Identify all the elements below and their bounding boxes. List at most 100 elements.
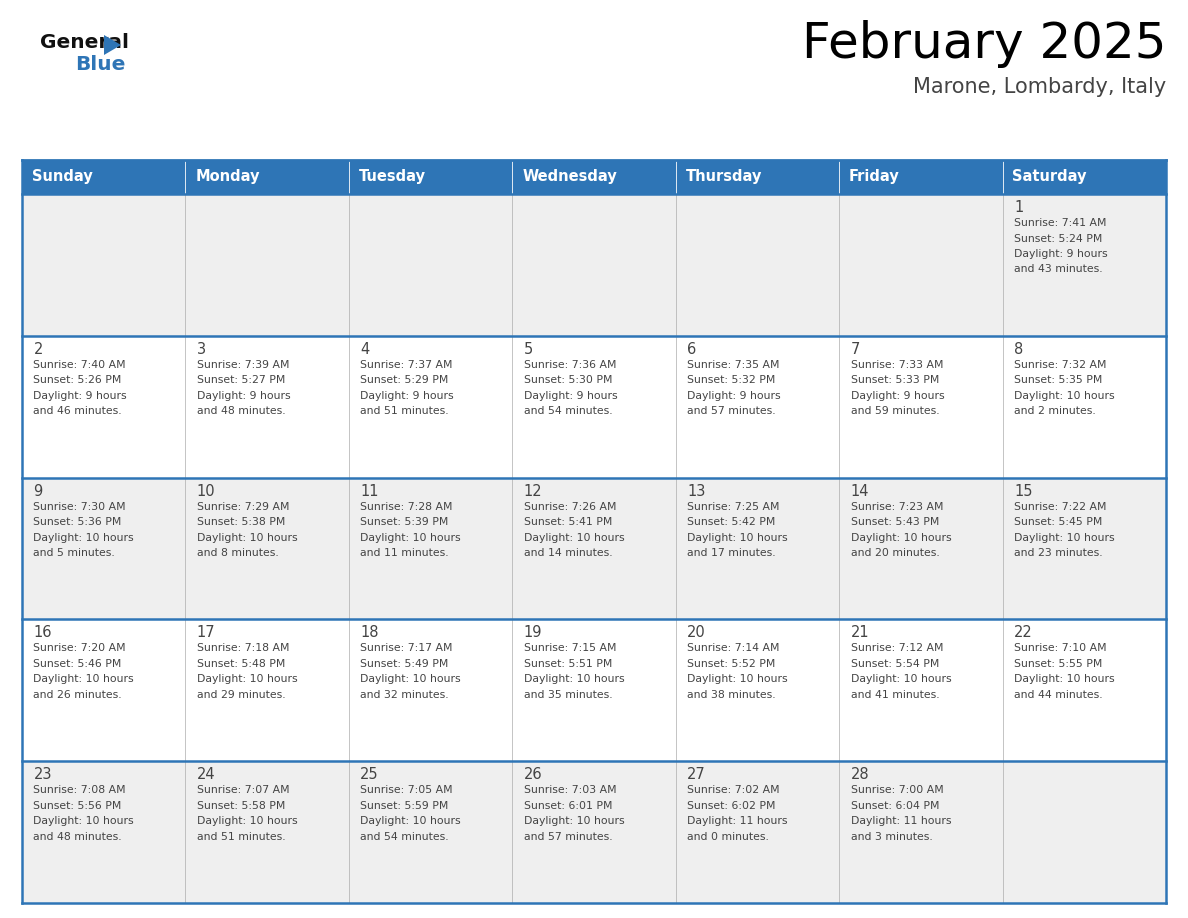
Bar: [1003, 160, 1165, 194]
Text: and 54 minutes.: and 54 minutes.: [360, 832, 449, 842]
Text: Daylight: 10 hours: Daylight: 10 hours: [33, 532, 134, 543]
Text: 14: 14: [851, 484, 870, 498]
Bar: [839, 620, 1003, 761]
Text: Marone, Lombardy, Italy: Marone, Lombardy, Italy: [912, 77, 1165, 97]
Bar: [839, 336, 1003, 477]
Text: Daylight: 10 hours: Daylight: 10 hours: [1015, 675, 1114, 685]
Text: 24: 24: [197, 767, 215, 782]
Text: Daylight: 10 hours: Daylight: 10 hours: [33, 675, 134, 685]
Text: and 48 minutes.: and 48 minutes.: [197, 407, 285, 416]
Text: and 41 minutes.: and 41 minutes.: [851, 690, 940, 700]
Text: Daylight: 10 hours: Daylight: 10 hours: [524, 675, 625, 685]
Text: 10: 10: [197, 484, 215, 498]
Text: Sunrise: 7:26 AM: Sunrise: 7:26 AM: [524, 501, 617, 511]
Text: Sunset: 5:39 PM: Sunset: 5:39 PM: [360, 517, 449, 527]
Text: Sunrise: 7:30 AM: Sunrise: 7:30 AM: [33, 501, 126, 511]
Bar: [349, 620, 512, 761]
Text: Sunset: 5:29 PM: Sunset: 5:29 PM: [360, 375, 449, 386]
Text: Sunset: 5:52 PM: Sunset: 5:52 PM: [687, 659, 776, 669]
Text: and 46 minutes.: and 46 minutes.: [33, 407, 122, 416]
Text: and 5 minutes.: and 5 minutes.: [33, 548, 115, 558]
Bar: [349, 336, 512, 477]
Bar: [512, 477, 676, 620]
Text: and 26 minutes.: and 26 minutes.: [33, 690, 122, 700]
Text: 26: 26: [524, 767, 543, 782]
Bar: [185, 761, 349, 903]
Text: 23: 23: [33, 767, 52, 782]
Text: 22: 22: [1015, 625, 1032, 641]
Text: Daylight: 11 hours: Daylight: 11 hours: [687, 816, 788, 826]
Text: and 35 minutes.: and 35 minutes.: [524, 690, 612, 700]
Text: Sunrise: 7:32 AM: Sunrise: 7:32 AM: [1015, 360, 1106, 370]
Text: Saturday: Saturday: [1012, 170, 1087, 185]
Text: Daylight: 10 hours: Daylight: 10 hours: [1015, 391, 1114, 401]
Text: Daylight: 10 hours: Daylight: 10 hours: [360, 532, 461, 543]
Text: Sunset: 5:36 PM: Sunset: 5:36 PM: [33, 517, 122, 527]
Bar: [23, 336, 185, 477]
Text: Daylight: 10 hours: Daylight: 10 hours: [360, 816, 461, 826]
Text: Sunrise: 7:36 AM: Sunrise: 7:36 AM: [524, 360, 617, 370]
Bar: [1003, 194, 1165, 336]
Bar: [839, 477, 1003, 620]
Text: Sunrise: 7:07 AM: Sunrise: 7:07 AM: [197, 785, 290, 795]
Text: and 11 minutes.: and 11 minutes.: [360, 548, 449, 558]
Text: Daylight: 10 hours: Daylight: 10 hours: [1015, 532, 1114, 543]
Text: Sunset: 5:41 PM: Sunset: 5:41 PM: [524, 517, 612, 527]
Text: Daylight: 10 hours: Daylight: 10 hours: [360, 675, 461, 685]
Text: and 57 minutes.: and 57 minutes.: [687, 407, 776, 416]
Text: and 44 minutes.: and 44 minutes.: [1015, 690, 1102, 700]
Text: 9: 9: [33, 484, 43, 498]
Text: Sunrise: 7:18 AM: Sunrise: 7:18 AM: [197, 644, 290, 654]
Bar: [185, 194, 349, 336]
Text: and 57 minutes.: and 57 minutes.: [524, 832, 612, 842]
Bar: [512, 160, 676, 194]
Bar: [23, 761, 185, 903]
Bar: [185, 620, 349, 761]
Bar: [839, 761, 1003, 903]
Text: Daylight: 10 hours: Daylight: 10 hours: [197, 816, 297, 826]
Bar: [349, 761, 512, 903]
Text: General: General: [40, 33, 129, 52]
Text: 12: 12: [524, 484, 543, 498]
Bar: [185, 160, 349, 194]
Text: Sunset: 5:49 PM: Sunset: 5:49 PM: [360, 659, 449, 669]
Text: Sunrise: 7:23 AM: Sunrise: 7:23 AM: [851, 501, 943, 511]
Text: Sunset: 5:59 PM: Sunset: 5:59 PM: [360, 800, 449, 811]
Bar: [349, 477, 512, 620]
Text: Sunrise: 7:22 AM: Sunrise: 7:22 AM: [1015, 501, 1106, 511]
Text: 1: 1: [1015, 200, 1023, 215]
Bar: [839, 160, 1003, 194]
Text: and 29 minutes.: and 29 minutes.: [197, 690, 285, 700]
Bar: [185, 477, 349, 620]
Text: Sunset: 5:32 PM: Sunset: 5:32 PM: [687, 375, 776, 386]
Text: Sunrise: 7:35 AM: Sunrise: 7:35 AM: [687, 360, 779, 370]
Text: 27: 27: [687, 767, 706, 782]
Text: Sunrise: 7:37 AM: Sunrise: 7:37 AM: [360, 360, 453, 370]
Text: Daylight: 10 hours: Daylight: 10 hours: [687, 532, 788, 543]
Text: 20: 20: [687, 625, 706, 641]
Text: Daylight: 9 hours: Daylight: 9 hours: [360, 391, 454, 401]
Text: and 59 minutes.: and 59 minutes.: [851, 407, 940, 416]
Bar: [676, 761, 839, 903]
Bar: [349, 160, 512, 194]
Text: 7: 7: [851, 341, 860, 357]
Polygon shape: [105, 35, 121, 55]
Text: Sunrise: 7:14 AM: Sunrise: 7:14 AM: [687, 644, 779, 654]
Text: and 38 minutes.: and 38 minutes.: [687, 690, 776, 700]
Bar: [676, 620, 839, 761]
Text: Sunrise: 7:41 AM: Sunrise: 7:41 AM: [1015, 218, 1106, 228]
Text: Daylight: 9 hours: Daylight: 9 hours: [687, 391, 781, 401]
Text: 28: 28: [851, 767, 870, 782]
Text: and 14 minutes.: and 14 minutes.: [524, 548, 612, 558]
Text: Friday: Friday: [849, 170, 899, 185]
Text: Sunrise: 7:40 AM: Sunrise: 7:40 AM: [33, 360, 126, 370]
Text: 16: 16: [33, 625, 52, 641]
Text: Sunrise: 7:33 AM: Sunrise: 7:33 AM: [851, 360, 943, 370]
Bar: [23, 620, 185, 761]
Bar: [1003, 477, 1165, 620]
Text: and 23 minutes.: and 23 minutes.: [1015, 548, 1102, 558]
Text: 18: 18: [360, 625, 379, 641]
Text: 21: 21: [851, 625, 870, 641]
Text: Sunset: 6:04 PM: Sunset: 6:04 PM: [851, 800, 939, 811]
Text: and 17 minutes.: and 17 minutes.: [687, 548, 776, 558]
